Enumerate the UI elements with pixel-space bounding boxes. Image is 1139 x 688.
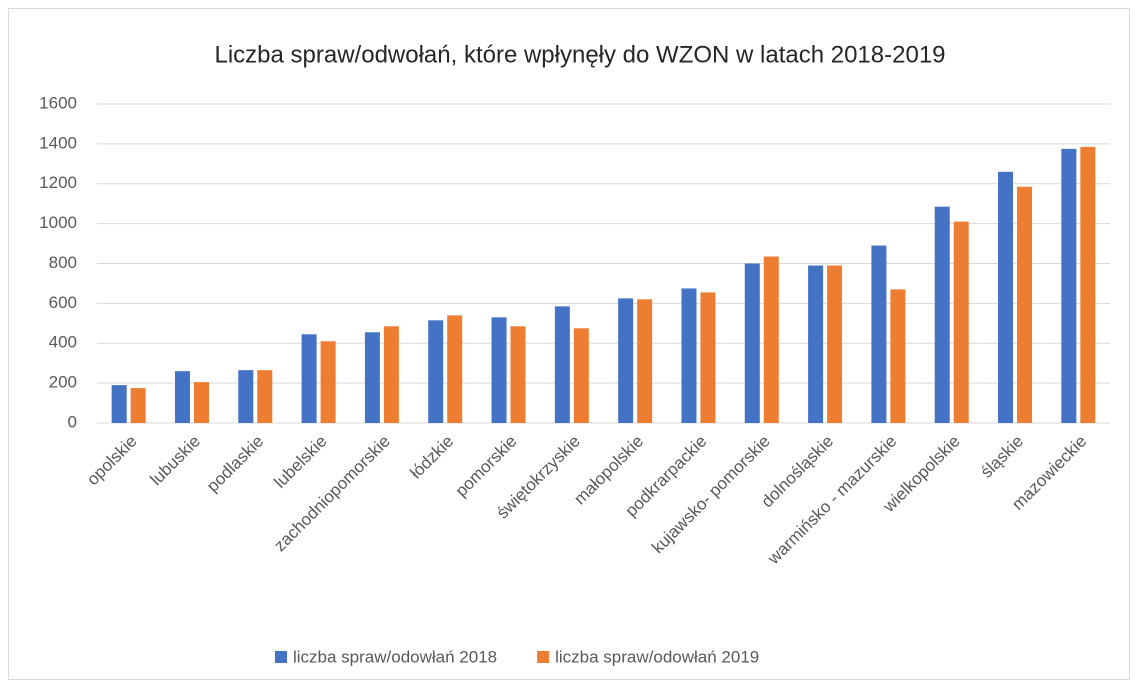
bar <box>763 256 779 423</box>
bar <box>953 221 969 423</box>
bar <box>573 328 589 423</box>
bar <box>364 332 380 423</box>
bar <box>890 289 906 423</box>
bar <box>238 370 254 423</box>
y-tick-label: 0 <box>68 412 77 431</box>
y-tick-label: 600 <box>49 293 77 312</box>
bar <box>554 306 570 423</box>
bar <box>808 265 824 423</box>
chart-title: Liczba spraw/odwołań, które wpłynęły do … <box>214 41 945 68</box>
y-tick-label: 1200 <box>39 173 77 192</box>
bar <box>193 382 209 423</box>
bar <box>174 371 190 423</box>
bar <box>637 299 653 423</box>
y-tick-label: 1600 <box>39 93 77 112</box>
legend-label: liczba spraw/odowłań 2018 <box>293 647 497 666</box>
bar <box>320 341 336 423</box>
bar <box>1017 186 1033 423</box>
bar <box>934 206 950 423</box>
bar <box>111 385 127 423</box>
bar <box>301 334 317 423</box>
legend-label: liczba spraw/odowłań 2019 <box>555 647 759 666</box>
bar <box>700 292 716 423</box>
bar <box>998 171 1014 423</box>
y-tick-label: 1000 <box>39 213 77 232</box>
bar <box>871 245 887 423</box>
y-tick-label: 200 <box>49 373 77 392</box>
bar <box>510 326 526 423</box>
legend-swatch <box>537 651 550 663</box>
bar <box>447 315 463 423</box>
y-tick-label: 400 <box>49 333 77 352</box>
bar <box>1061 148 1077 423</box>
bar <box>130 388 146 423</box>
bar <box>618 298 634 423</box>
bar <box>681 288 697 423</box>
bar <box>257 370 273 423</box>
bar <box>383 326 399 423</box>
legend-swatch <box>275 651 287 663</box>
bar <box>428 320 444 423</box>
y-tick-label: 800 <box>49 253 77 272</box>
bar <box>1080 146 1096 423</box>
y-tick-label: 1400 <box>39 133 77 152</box>
bar <box>744 263 760 423</box>
bar <box>491 317 507 423</box>
bar <box>827 265 843 423</box>
